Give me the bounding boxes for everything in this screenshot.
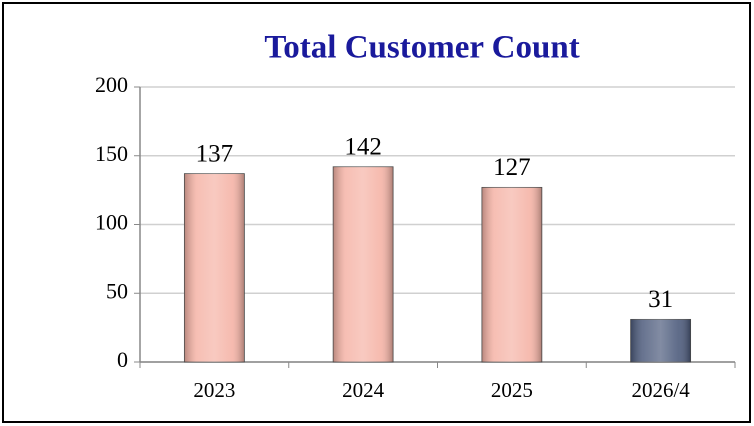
x-tick-label: 2026/4 [631,378,690,402]
value-label: 127 [493,154,531,181]
bar [332,166,394,363]
y-tick-label: 50 [106,278,128,303]
bar [481,186,543,363]
y-tick-label: 0 [117,347,128,372]
x-tick-label: 2024 [342,378,385,402]
value-label: 31 [648,286,673,313]
x-tick-label: 2025 [491,378,533,402]
bar [630,318,692,363]
value-label: 142 [344,133,382,160]
value-label: 137 [196,140,234,167]
y-tick-label: 200 [95,72,128,97]
x-tick-label: 2023 [193,378,235,402]
bar [183,173,245,363]
y-tick-label: 100 [95,210,128,235]
y-tick-label: 150 [95,141,128,166]
chart-title: Total Customer Count [264,30,579,66]
